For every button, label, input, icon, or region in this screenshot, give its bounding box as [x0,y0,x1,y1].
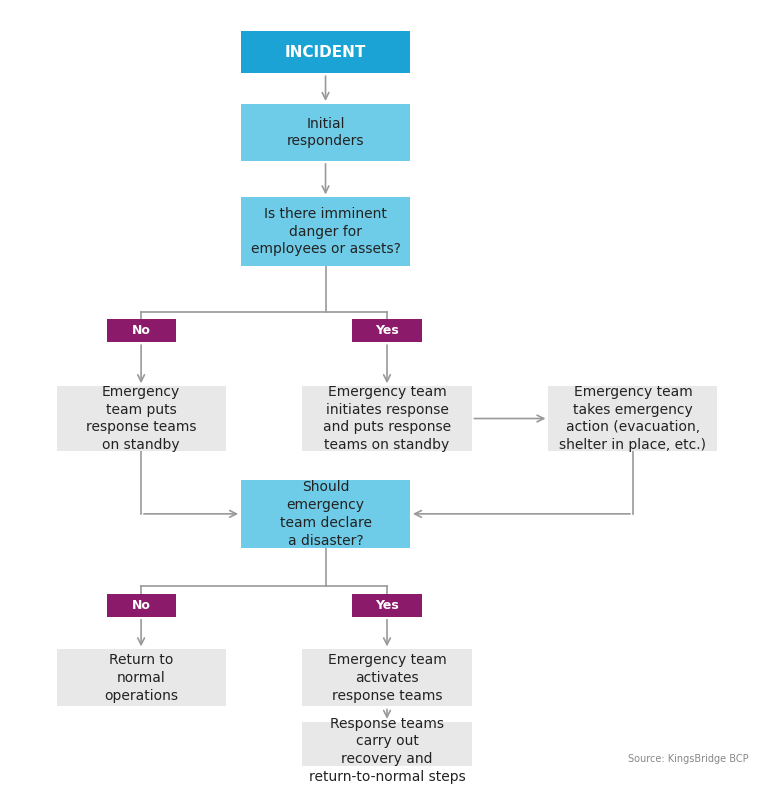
FancyBboxPatch shape [548,386,717,451]
Text: Emergency team
activates
response teams: Emergency team activates response teams [327,653,447,703]
Text: Emergency team
takes emergency
action (evacuation,
shelter in place, etc.): Emergency team takes emergency action (e… [560,385,707,453]
FancyBboxPatch shape [57,649,226,706]
FancyBboxPatch shape [303,649,471,706]
FancyBboxPatch shape [241,32,410,73]
FancyBboxPatch shape [107,319,176,342]
Text: Should
emergency
team declare
a disaster?: Should emergency team declare a disaster… [279,480,372,547]
Text: Source: KingsBridge BCP: Source: KingsBridge BCP [628,754,748,764]
Text: INCIDENT: INCIDENT [285,45,366,60]
FancyBboxPatch shape [303,386,471,451]
FancyBboxPatch shape [241,198,410,266]
FancyBboxPatch shape [303,722,471,779]
FancyBboxPatch shape [352,594,422,617]
FancyBboxPatch shape [107,594,176,617]
Text: No: No [132,325,150,337]
FancyBboxPatch shape [352,319,422,342]
Text: No: No [132,599,150,612]
Text: Response teams
carry out
recovery and
return-to-normal steps: Response teams carry out recovery and re… [309,717,465,784]
Text: Yes: Yes [375,599,399,612]
Text: Emergency team
initiates response
and puts response
teams on standby: Emergency team initiates response and pu… [323,385,451,453]
Text: Yes: Yes [375,325,399,337]
Text: Emergency
team puts
response teams
on standby: Emergency team puts response teams on st… [86,385,197,453]
Text: Initial
responders: Initial responders [287,117,365,149]
FancyBboxPatch shape [57,386,226,451]
Text: Return to
normal
operations: Return to normal operations [104,653,178,703]
FancyBboxPatch shape [241,103,410,161]
FancyBboxPatch shape [241,480,410,548]
Text: Is there imminent
danger for
employees or assets?: Is there imminent danger for employees o… [251,207,400,257]
